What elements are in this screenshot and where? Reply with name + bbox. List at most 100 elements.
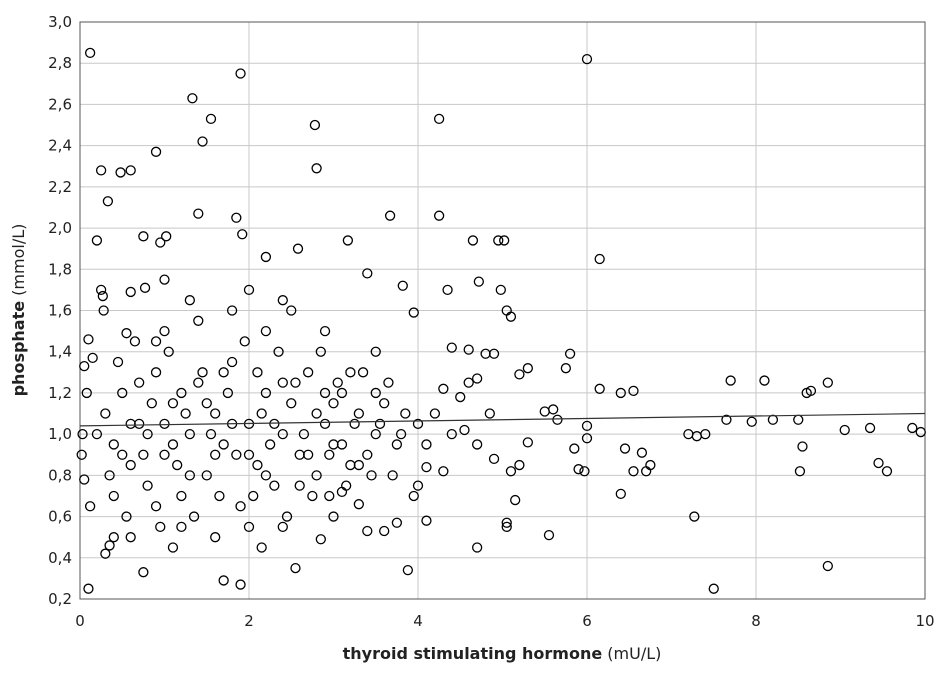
point: [260, 325, 272, 337]
point: [362, 525, 373, 537]
y-tick-label: 2,8: [48, 54, 72, 72]
point: [125, 459, 136, 471]
point: [197, 136, 208, 147]
y-tick-label: 1,6: [48, 302, 72, 320]
point: [594, 253, 605, 265]
point: [180, 408, 191, 419]
point: [264, 439, 276, 450]
point: [294, 480, 305, 491]
y-tick-label: 0,4: [48, 549, 72, 567]
point: [83, 583, 94, 594]
point: [142, 480, 153, 491]
point: [915, 426, 926, 438]
point: [187, 93, 198, 104]
point: [115, 167, 126, 178]
point: [759, 375, 770, 386]
point: [218, 439, 229, 450]
point: [150, 501, 162, 512]
point: [342, 235, 354, 246]
point: [581, 420, 593, 432]
point: [104, 540, 115, 551]
point: [319, 325, 331, 337]
point: [442, 284, 453, 296]
point: [581, 433, 593, 444]
point: [311, 408, 322, 419]
point: [125, 532, 136, 543]
y-label: phosphate: [9, 301, 28, 397]
point: [150, 146, 162, 157]
point: [384, 210, 396, 221]
point: [560, 363, 572, 374]
trend-line: [79, 412, 926, 427]
point: [379, 398, 390, 409]
point: [421, 461, 432, 473]
point: [184, 470, 196, 481]
point: [493, 235, 504, 246]
point: [231, 212, 242, 223]
point: [594, 383, 605, 394]
point: [235, 579, 246, 590]
point: [159, 418, 170, 429]
point: [277, 295, 288, 306]
point: [324, 449, 335, 460]
y-tick-label: 1,0: [48, 425, 72, 443]
point: [108, 490, 119, 502]
point: [579, 466, 590, 477]
point: [328, 511, 339, 522]
point: [619, 443, 631, 454]
y-tick-label: 0,8: [48, 466, 72, 484]
point: [319, 387, 331, 399]
y-tick-label: 0,6: [48, 508, 72, 526]
point: [167, 398, 179, 409]
point: [117, 387, 128, 399]
x-label: thyroid stimulating hormone: [343, 644, 603, 663]
point: [374, 418, 386, 429]
point: [108, 532, 119, 543]
point: [873, 457, 884, 469]
point: [76, 449, 87, 460]
point: [83, 334, 94, 345]
point: [159, 274, 170, 285]
point: [193, 315, 204, 326]
point: [150, 336, 162, 347]
point: [311, 470, 322, 481]
point: [176, 521, 187, 533]
point: [569, 443, 580, 454]
point: [636, 447, 648, 458]
point: [822, 560, 833, 572]
point: [366, 470, 377, 481]
point: [412, 480, 424, 491]
y-tick-label: 1,2: [48, 384, 72, 402]
point: [345, 367, 356, 378]
point: [438, 383, 449, 394]
point: [188, 511, 200, 522]
point: [319, 418, 331, 429]
point: [864, 422, 876, 434]
point: [91, 428, 103, 440]
point: [400, 408, 411, 419]
point: [501, 521, 512, 533]
point: [383, 377, 394, 388]
point: [139, 282, 151, 293]
point: [298, 428, 310, 440]
point: [311, 163, 322, 174]
point: [725, 375, 736, 386]
point: [628, 385, 639, 397]
y-unit: (mmol/L): [9, 224, 28, 296]
point: [488, 348, 500, 359]
point: [429, 408, 441, 419]
point: [315, 346, 326, 357]
point: [433, 210, 445, 221]
point: [260, 251, 272, 263]
point: [243, 449, 255, 460]
point: [471, 542, 483, 553]
point: [391, 439, 403, 450]
point: [408, 490, 419, 502]
point: [84, 47, 96, 59]
point: [167, 542, 179, 553]
point: [108, 439, 119, 450]
x-tick-label: 6: [582, 612, 592, 630]
point: [104, 470, 115, 481]
